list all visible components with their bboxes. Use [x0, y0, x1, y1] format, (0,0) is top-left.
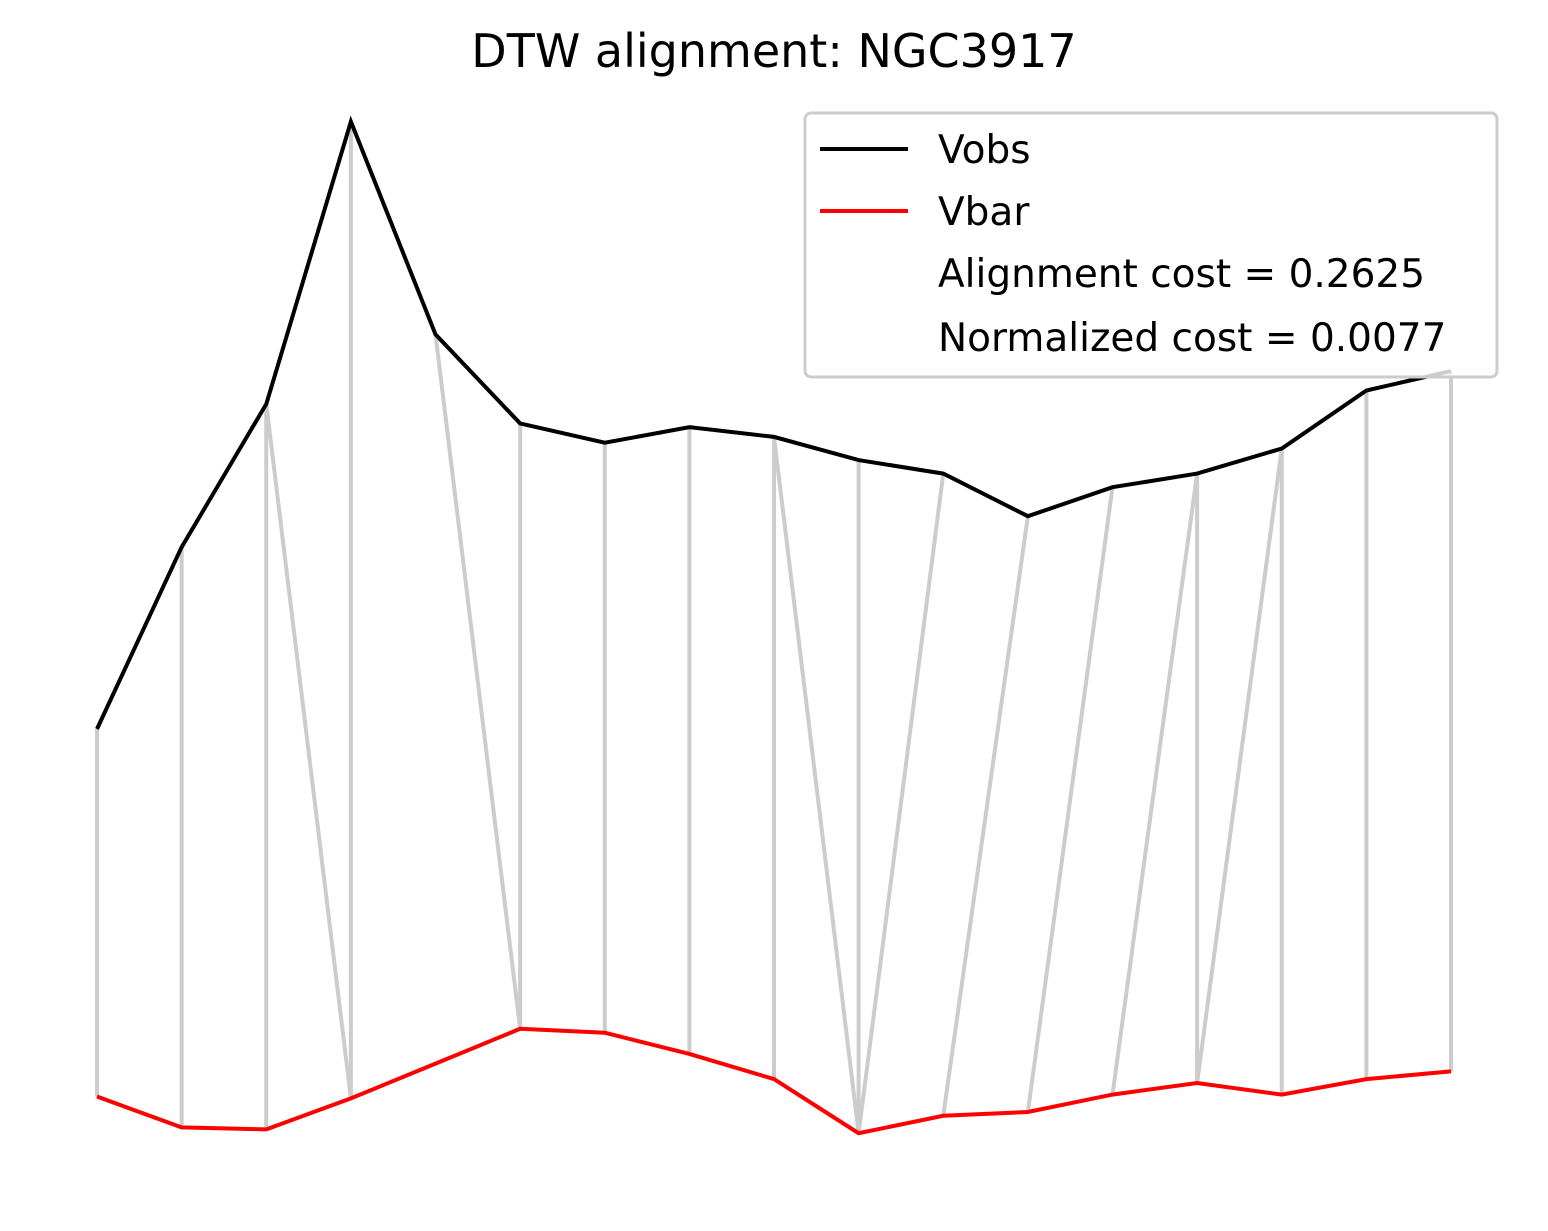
- alignment-lines: [95, 121, 1453, 1134]
- legend-normalized-cost: Normalized cost = 0.0077: [938, 316, 1446, 361]
- alignment-line-12: [856, 473, 946, 1134]
- chart-title: DTW alignment: NGC3917: [471, 24, 1076, 78]
- alignment-line-14: [1025, 486, 1115, 1113]
- alignment-line-5: [433, 334, 523, 1030]
- series-line-vbar: [96, 1026, 1452, 1136]
- series-lines: [95, 115, 1452, 1136]
- alignment-line-15: [1110, 473, 1200, 1095]
- legend: Vobs Vbar Alignment cost = 0.2625 Normal…: [803, 111, 1499, 379]
- alignment-line-10: [772, 436, 861, 1134]
- alignment-line-17: [1195, 448, 1284, 1084]
- alignment-line-3: [264, 403, 353, 1099]
- legend-alignment-cost: Alignment cost = 0.2625: [938, 252, 1425, 297]
- legend-label-vbar: Vbar: [938, 190, 1030, 235]
- legend-label-vobs: Vobs: [938, 128, 1031, 173]
- alignment-line-13: [941, 515, 1030, 1117]
- series-line-vobs: [95, 115, 1452, 730]
- legend-frame: [803, 111, 1499, 379]
